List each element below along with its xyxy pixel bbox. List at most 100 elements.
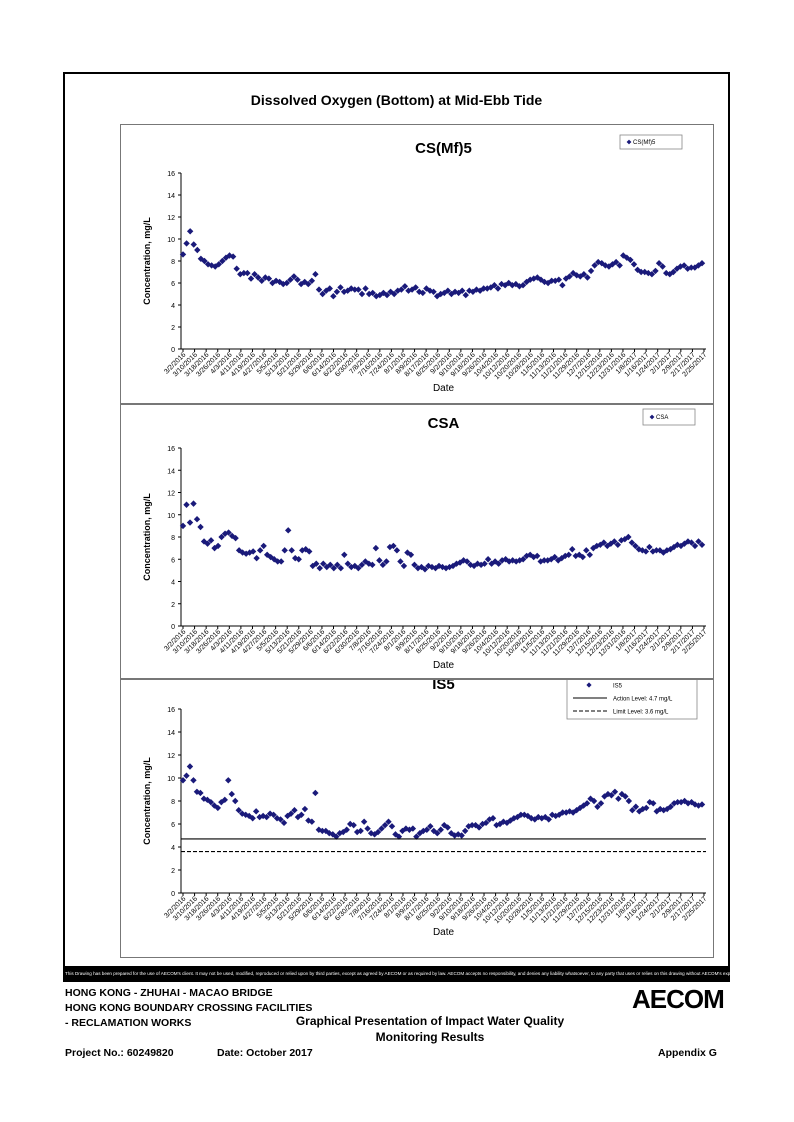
- data-point: [351, 286, 359, 293]
- data-point: [544, 279, 552, 287]
- footer-project: Project No.: 60249820: [65, 1047, 174, 1059]
- data-point: [183, 240, 190, 247]
- data-point: [559, 282, 566, 289]
- data-point: [423, 285, 430, 292]
- data-point: [319, 290, 326, 298]
- data-point: [254, 274, 262, 281]
- data-point: [489, 815, 497, 822]
- data-point: [327, 561, 334, 569]
- data-point: [179, 522, 187, 530]
- data-point: [698, 541, 706, 548]
- data-point: [677, 263, 684, 270]
- data-point: [622, 793, 629, 800]
- data-point: [186, 519, 194, 526]
- data-point: [285, 527, 292, 534]
- drawing-frame: Dissolved Oxygen (Bottom) at Mid-Ebb Tid…: [63, 72, 730, 982]
- y-tick-label: 0: [171, 624, 175, 631]
- data-point: [623, 254, 631, 261]
- footer-line2: HONG KONG BOUNDARY CROSSING FACILITIES: [65, 1002, 313, 1014]
- data-point: [233, 265, 240, 272]
- data-point: [315, 826, 323, 833]
- data-point: [688, 264, 695, 271]
- data-point: [362, 285, 369, 292]
- data-point: [587, 267, 595, 275]
- data-point: [605, 263, 613, 270]
- y-tick-label: 4: [171, 845, 175, 852]
- data-point: [337, 284, 344, 291]
- data-point: [612, 258, 620, 266]
- data-point: [228, 790, 235, 798]
- y-tick-label: 12: [167, 753, 175, 760]
- data-point: [283, 279, 290, 287]
- data-point: [648, 271, 656, 278]
- y-tick-label: 2: [171, 868, 175, 875]
- data-point: [249, 815, 256, 822]
- data-point: [653, 547, 660, 554]
- data-point: [579, 553, 586, 561]
- data-point: [586, 551, 593, 558]
- data-point: [652, 267, 659, 275]
- data-point: [322, 287, 330, 294]
- data-point: [590, 797, 598, 805]
- data-point: [406, 826, 413, 833]
- y-tick-label: 10: [167, 237, 175, 244]
- y-tick-label: 8: [171, 535, 175, 542]
- y-tick-label: 10: [167, 513, 175, 520]
- data-point: [467, 561, 474, 569]
- data-point: [437, 826, 444, 833]
- data-point: [242, 550, 250, 557]
- x-axis-label: Date: [433, 927, 455, 938]
- data-point: [330, 564, 337, 572]
- data-point: [444, 287, 452, 294]
- data-point: [496, 820, 504, 828]
- data-point: [509, 282, 516, 289]
- footer-line1: HONG KONG - ZHUHAI - MACAO BRIDGE: [65, 987, 273, 999]
- data-point: [502, 556, 509, 563]
- data-point: [390, 290, 398, 298]
- chart-panel-csa: CSA 0 2 4 6 8 10 12 14 16 Concentration, mg/L 3/2/2…: [120, 404, 714, 679]
- data-point: [358, 290, 366, 298]
- y-axis-label: Concentration, mg/L: [142, 493, 152, 581]
- y-tick-label: 6: [171, 822, 175, 829]
- y-tick-label: 6: [171, 557, 175, 564]
- data-point: [681, 797, 688, 805]
- data-point: [590, 544, 597, 552]
- data-point: [680, 262, 688, 269]
- data-point: [461, 827, 469, 835]
- footer-date: Date: October 2017: [217, 1047, 313, 1059]
- data-point: [193, 516, 201, 523]
- y-tick-label: 14: [167, 468, 175, 475]
- data-point: [608, 792, 615, 799]
- data-point: [294, 276, 301, 283]
- data-point: [642, 548, 650, 555]
- legend-marker: [586, 682, 592, 688]
- data-point: [634, 266, 641, 273]
- data-point: [288, 547, 295, 554]
- y-tick-label: 6: [171, 281, 175, 288]
- data-point: [666, 271, 673, 278]
- data-point: [295, 556, 302, 563]
- y-tick-label: 2: [171, 602, 175, 609]
- data-point: [315, 286, 323, 293]
- aecom-logo: AECOM: [632, 984, 725, 1014]
- data-point: [419, 289, 427, 297]
- data-point: [615, 795, 622, 802]
- y-tick-label: 0: [171, 891, 175, 898]
- legend-label: CSA: [656, 415, 668, 421]
- data-point: [559, 809, 566, 816]
- data-point: [326, 285, 333, 292]
- data-point: [251, 271, 258, 278]
- data-point: [537, 276, 545, 283]
- data-point: [632, 803, 640, 810]
- data-point: [670, 800, 678, 807]
- data-point: [277, 816, 284, 823]
- data-point: [598, 260, 605, 267]
- y-tick-label: 0: [171, 347, 175, 354]
- chart-panel-csmf5: CS(Mf)5 0 2 4 6 8 10 12 14 16 Concentration, mg/L 3…: [120, 124, 714, 404]
- data-point: [573, 272, 580, 279]
- data-point: [183, 772, 190, 779]
- data-point: [256, 547, 264, 554]
- legend-label: CS(Mf)5: [633, 140, 656, 146]
- data-point: [297, 280, 305, 288]
